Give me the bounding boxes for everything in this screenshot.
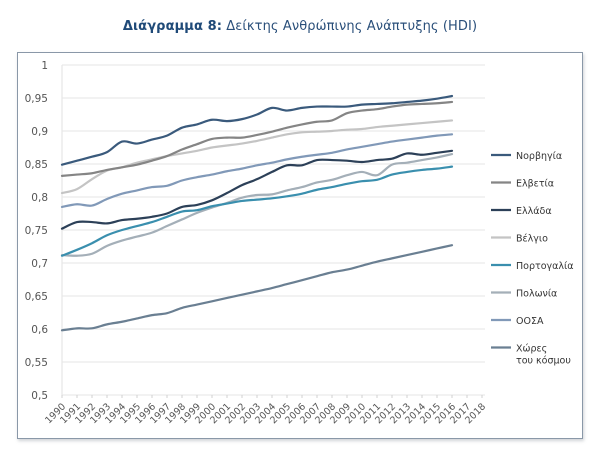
y-tick-label: 0,95 <box>25 93 48 105</box>
y-tick-label: 1 <box>41 60 48 72</box>
chart-title-label: Διάγραμμα 8: <box>122 19 223 34</box>
chart-frame <box>17 52 583 439</box>
y-tick-label: 0,9 <box>31 126 48 138</box>
series-line-4 <box>60 165 454 257</box>
y-tick-label: 0,8 <box>31 192 48 204</box>
legend-label: Πολωνία <box>516 289 557 300</box>
legend-label: Ελβετία <box>516 179 554 190</box>
series-line-6 <box>60 133 454 208</box>
series-line-0 <box>60 94 454 166</box>
y-tick-label: 0,7 <box>31 258 48 270</box>
legend-item: Ελλάδα <box>491 206 552 217</box>
legend-item: ΟΟΣΑ <box>491 316 544 327</box>
y-axis-ticks: 0,5 0,55 0,6 0,65 0,7 0,75 0,8 0,85 0,9 0,95 1 <box>25 60 49 402</box>
legend-item: Βέλγιο <box>491 234 548 245</box>
series-line-2 <box>60 149 454 230</box>
legend-label: ΟΟΣΑ <box>516 316 544 327</box>
series-line-1 <box>60 100 454 177</box>
legend-label: Νορβηγία <box>516 151 562 162</box>
legend-label: Ελλάδα <box>516 206 552 217</box>
legend-label: Χώρες <box>516 344 547 355</box>
y-tick-label: 0,5 <box>31 390 48 402</box>
gridlines <box>61 64 485 396</box>
legend-item: Ελβετία <box>491 179 554 190</box>
y-tick-label: 0,6 <box>31 324 48 336</box>
legend-label: Πορτογαλία <box>516 261 574 272</box>
y-tick-label: 0,75 <box>25 225 48 237</box>
legend-item: Πορτογαλία <box>491 261 574 272</box>
chart-title-text: Δείκτης Ανθρώπινης Ανάπτυξης (HDI) <box>222 19 478 34</box>
y-tick-label: 0,85 <box>25 159 48 171</box>
series-line-7 <box>60 244 454 332</box>
legend-item: Νορβηγία <box>491 151 562 162</box>
chart-title: Διάγραμμα 8: Δείκτης Ανθρώπινης Ανάπτυξη… <box>0 19 600 34</box>
legend-label: του κόσμου <box>516 356 571 367</box>
legend-item: Πολωνία <box>491 289 557 300</box>
legend-label: Βέλγιο <box>516 234 548 245</box>
y-tick-label: 0,55 <box>25 357 48 369</box>
y-tick-label: 0,65 <box>25 291 48 303</box>
legend: Νορβηγία Ελβετία Ελλάδα Βέλγιο Πορτογαλία Πολ… <box>491 151 574 367</box>
series-line-5 <box>60 153 454 257</box>
x-axis-ticks: 1990199119921993199419951996199719981999… <box>43 395 488 426</box>
series-lines <box>60 94 454 332</box>
